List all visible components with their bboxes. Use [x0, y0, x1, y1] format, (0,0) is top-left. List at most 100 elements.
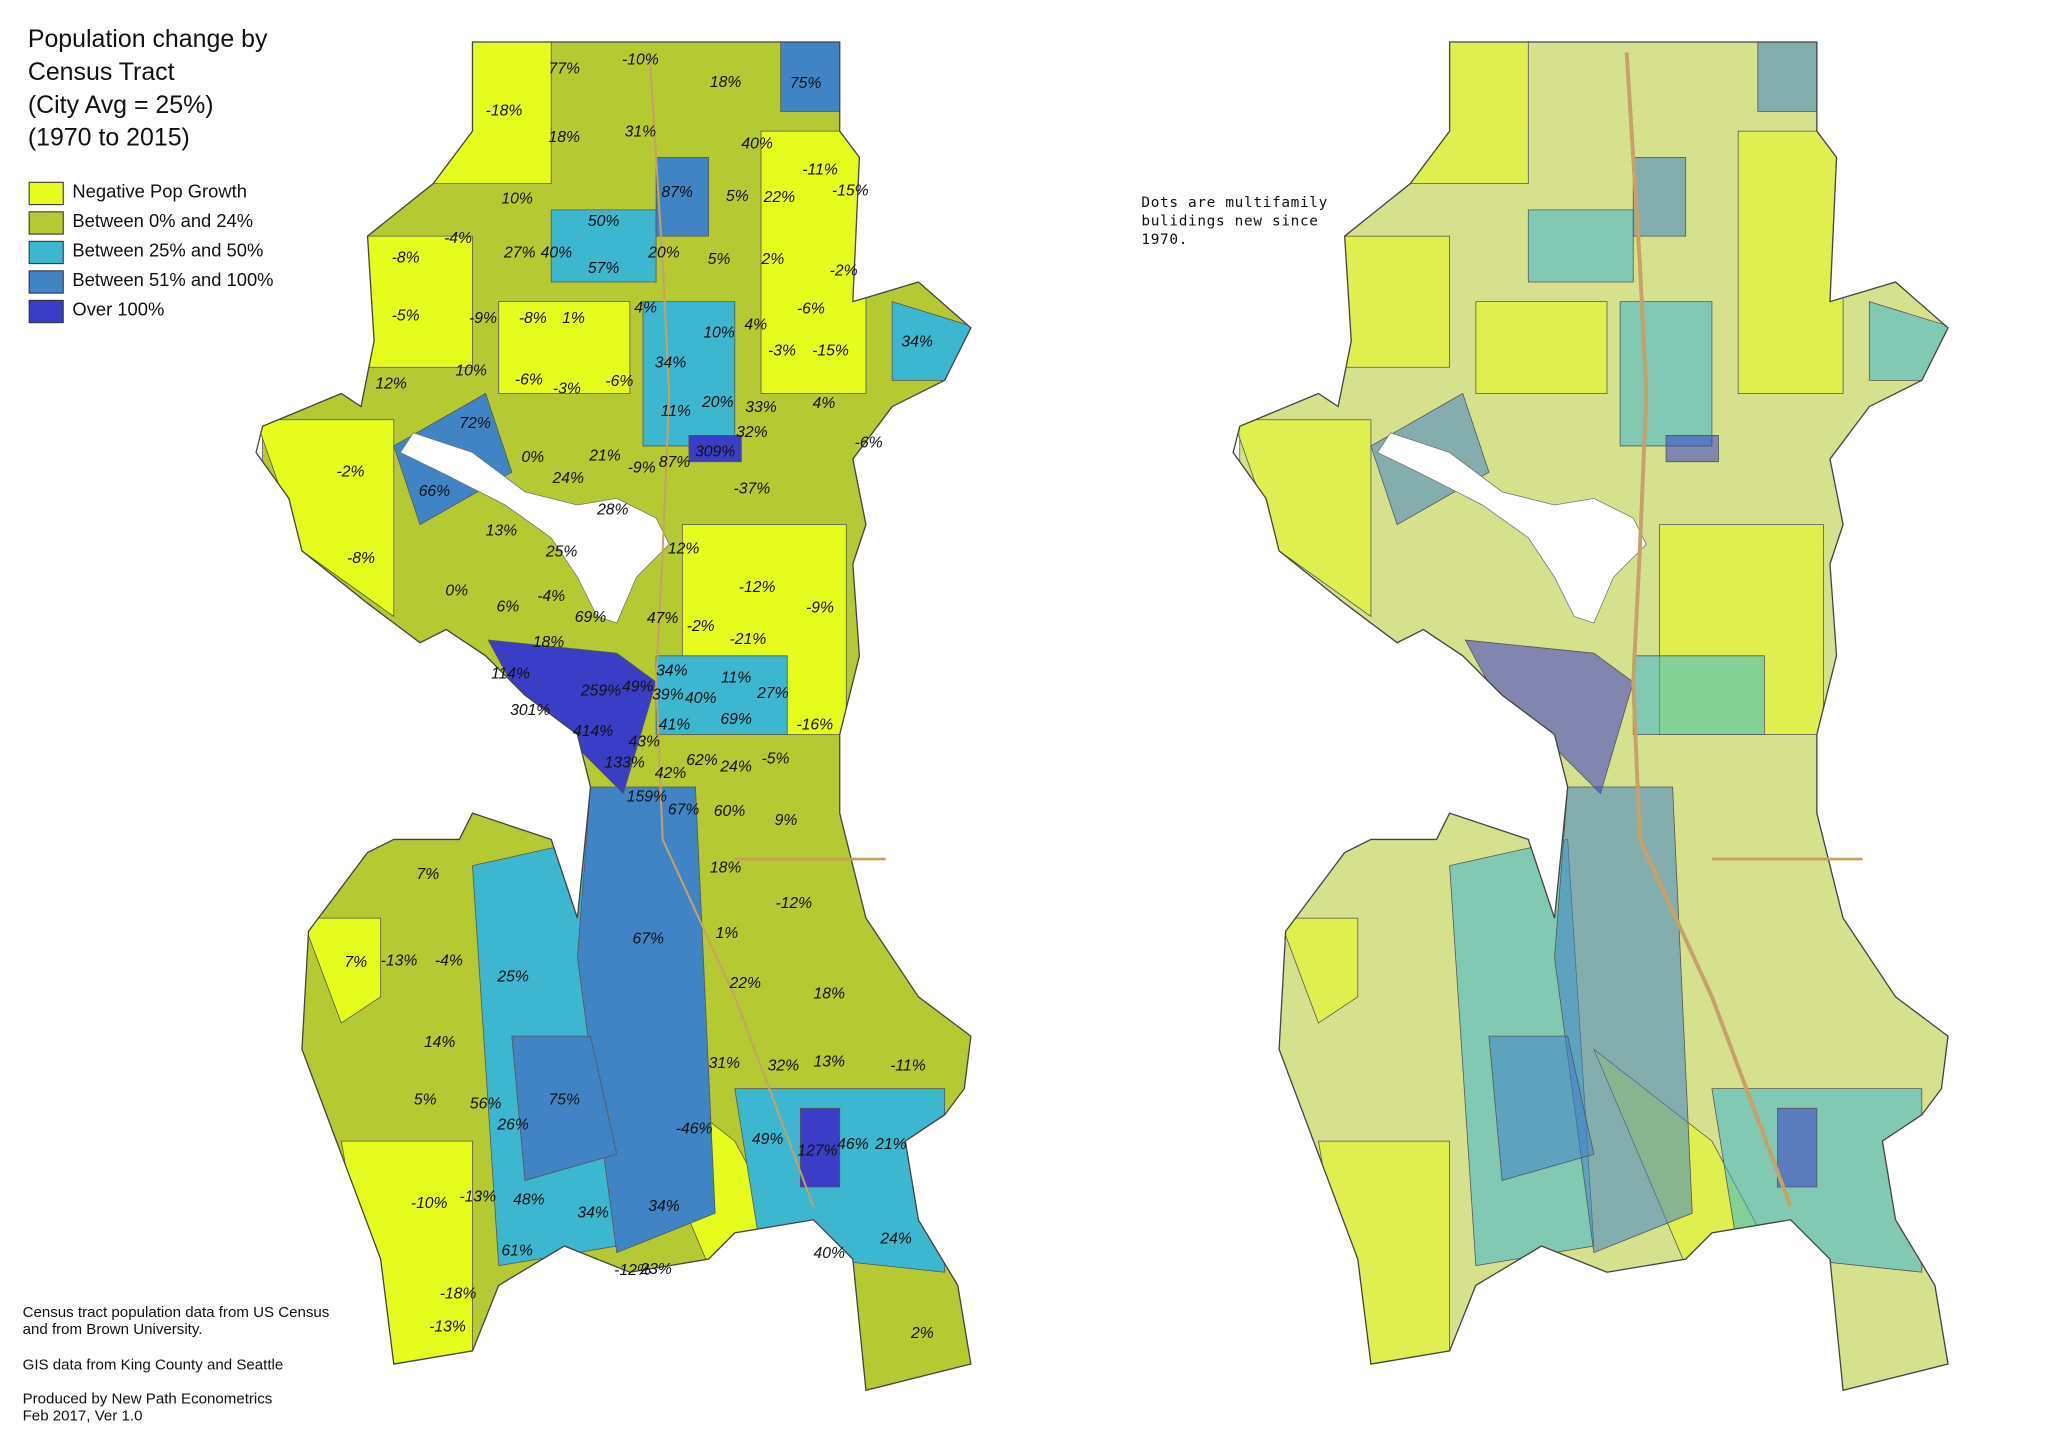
tract-label: -6% [605, 373, 633, 390]
tract-label: 75% [790, 75, 821, 92]
tract-label: 61% [501, 1242, 532, 1259]
tract-label: 1% [562, 310, 585, 327]
tract-label: 10% [703, 324, 734, 341]
tract-label: 11% [661, 403, 691, 420]
tract-label: 4% [744, 316, 767, 333]
tract-label: 66% [419, 483, 450, 500]
tract-label: 20% [701, 394, 733, 411]
tract-label: 34% [648, 1198, 679, 1215]
tract-label: 27% [503, 244, 535, 261]
tract-label: 18% [710, 74, 741, 91]
tract-label: 26% [496, 1117, 528, 1134]
tract-label: 259% [580, 682, 621, 699]
tract-label: 309% [695, 444, 735, 461]
tract-label: -16% [796, 716, 833, 733]
tract-label: -6% [515, 372, 543, 389]
tract [760, 130, 867, 394]
tract-label: -13% [429, 1318, 466, 1335]
tract-label: 49% [622, 678, 653, 695]
tract-label: -15% [832, 183, 869, 200]
tract-label: 34% [656, 663, 687, 680]
legend-label: Negative Pop Growth [72, 181, 247, 202]
note: bulidings new since [1141, 214, 1318, 230]
tract-label: -4% [537, 588, 565, 605]
tract-label: -46% [676, 1120, 713, 1137]
tract-label: 18% [533, 634, 564, 651]
tract-label: -5% [392, 307, 420, 324]
tract-label: -8% [519, 310, 547, 327]
credit: Census tract population data from US Cen… [23, 1304, 330, 1321]
tracts [1233, 41, 1949, 1391]
credit: Feb 2017, Ver 1.0 [23, 1407, 143, 1424]
tract-label: 32% [768, 1057, 799, 1074]
tract-label: 24% [719, 758, 751, 775]
tract-label: -10% [411, 1195, 448, 1212]
tract-label: 39% [652, 686, 683, 703]
tract-label: -6% [855, 434, 883, 451]
tract-label: 7% [417, 866, 440, 883]
tract-label: 31% [709, 1055, 740, 1072]
tract-label: 2% [910, 1325, 934, 1342]
legend-label: Between 0% and 24% [72, 210, 253, 231]
legend-label: Between 51% and 100% [72, 269, 273, 290]
tract-label: 13% [813, 1054, 844, 1071]
tract-label: -5% [761, 751, 789, 768]
tract [301, 917, 382, 1024]
tract-label: 5% [708, 251, 731, 268]
tract-label: 67% [668, 802, 699, 819]
tract [1409, 41, 1529, 185]
tract-label: 7% [344, 954, 367, 971]
legend-swatch [28, 299, 64, 324]
tract-label: 14% [424, 1034, 455, 1051]
multifamily-map [1232, 41, 1949, 1392]
tracts [256, 41, 971, 1391]
tract-label: 69% [575, 609, 606, 626]
tract [655, 655, 788, 735]
tract-label: 31% [625, 124, 656, 141]
note: Dots are multifamily [1141, 195, 1328, 211]
tract-label: 40% [541, 244, 572, 261]
tract-label: 24% [879, 1231, 911, 1248]
tract [1233, 419, 1372, 618]
tract-label: 41% [659, 716, 690, 733]
tract-label: 23% [639, 1261, 671, 1278]
tract-label: 18% [710, 859, 741, 876]
tract-label: 13% [486, 522, 517, 539]
tract-label: 22% [763, 189, 795, 206]
tract-label: 72% [459, 415, 490, 432]
tract-label: -9% [628, 459, 656, 476]
tract [511, 1035, 618, 1181]
legend-swatch [28, 270, 64, 294]
tract-label: 28% [596, 501, 628, 518]
tract-label: -3% [768, 343, 796, 360]
tract-label: 4% [634, 299, 657, 316]
tract-label: -15% [812, 343, 849, 360]
map-title: Census Tract [28, 58, 175, 86]
tract-label: 10% [501, 191, 532, 208]
tract [1757, 41, 1824, 112]
tract-label: -9% [806, 600, 834, 617]
tract-label: 21% [588, 448, 620, 465]
tract [1665, 435, 1719, 463]
tract-label: 56% [470, 1096, 501, 1113]
tract-label: -9% [469, 310, 497, 327]
tract-label: 18% [549, 129, 580, 146]
tract-label: 2% [760, 251, 784, 268]
tract-label: 127% [797, 1143, 837, 1160]
tract-label: 25% [545, 543, 577, 560]
tract [1488, 1035, 1595, 1181]
tract [1632, 655, 1765, 735]
tract-label: 57% [588, 260, 619, 277]
tract-label: 22% [729, 975, 761, 992]
tract [1475, 301, 1608, 394]
highway [1624, 52, 1793, 1208]
tract-label: 20% [647, 244, 679, 261]
tract-label: 50% [588, 213, 619, 230]
tract-label: 0% [521, 449, 544, 466]
tract-label: 34% [655, 354, 686, 371]
tract-label: 62% [686, 752, 717, 769]
map-title: Population change by [28, 25, 268, 53]
highway [648, 52, 815, 1208]
